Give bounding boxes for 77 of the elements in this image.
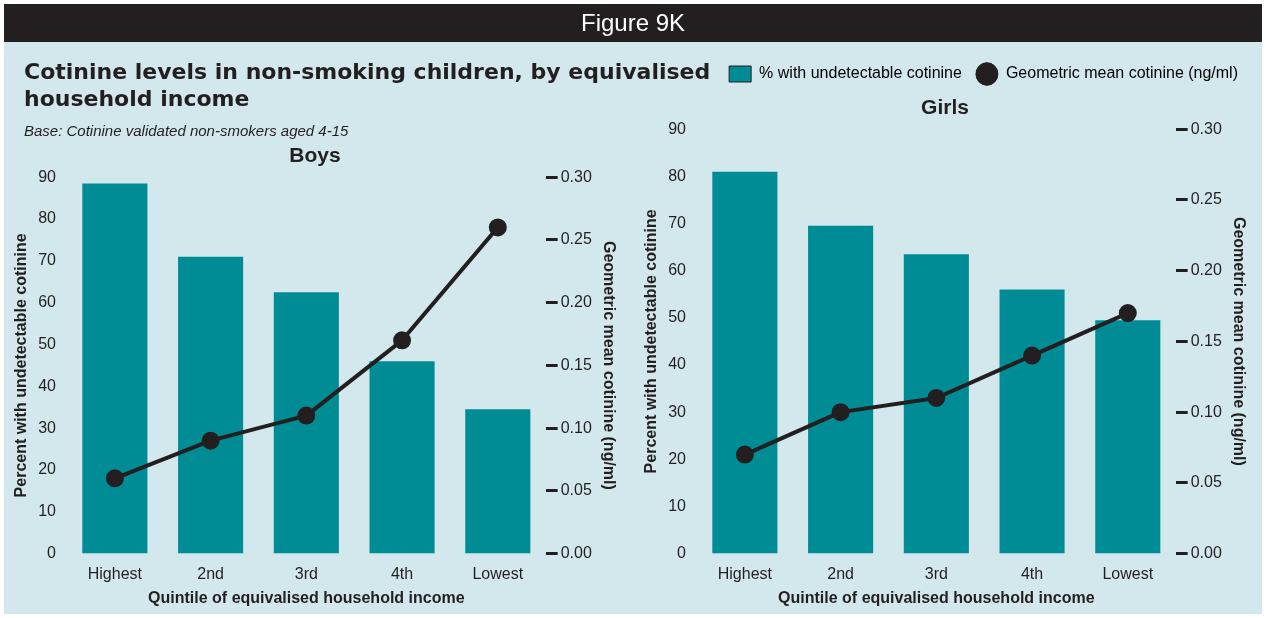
y-tick-label: 0 [677,544,687,562]
point [927,388,946,407]
y-tick-label: 30 [38,418,57,436]
y2-tick-label: 0.30 [560,167,592,185]
point [1023,346,1042,365]
x-axis-title: Quintile of equivalised household income [148,588,465,606]
x-tick-label: 3rd [294,564,318,582]
y2-tick-label: 0.30 [1190,119,1222,137]
x-tick-label: 4th [390,564,414,582]
bar [82,183,148,554]
point [831,403,850,422]
text: Cotinine levels in non-smoking children, by equivalised household income [24,59,711,111]
y2-tick-label: 0.20 [1190,261,1222,279]
y-tick-label: 10 [38,502,57,520]
bar [178,256,244,554]
y-axis-title: Percent with undetectable cotinine [642,209,660,474]
y-tick-label: 90 [38,167,57,185]
bar [999,289,1065,554]
y-tick-label: 60 [668,261,687,279]
bar [273,292,339,554]
point [488,218,507,237]
y-tick-label: 90 [668,119,687,137]
legend-label: Geometric mean cotinine (ng/ml) [1005,64,1239,82]
y-tick-label: 20 [38,460,57,478]
y-tick-label: 40 [668,355,687,373]
y-tick-label: 20 [668,449,687,467]
y-tick-label: 80 [668,166,687,184]
y-tick-label: 30 [668,402,687,420]
point [297,406,316,425]
y-axis-title: Percent with undetectable cotinine [12,233,30,498]
x-tick-label: Lowest [472,564,524,582]
bar [712,171,778,554]
x-tick-label: 3rd [924,564,948,582]
bar [465,409,531,554]
y2-tick-label: 0.25 [1190,190,1222,208]
y-tick-label: 80 [38,209,57,227]
y-tick-label: 70 [668,213,687,231]
y2-tick-label: 0.15 [560,355,592,373]
bar [808,225,874,554]
bar [1095,320,1161,554]
y-tick-label: 10 [668,496,687,514]
y2-tick-label: 0.05 [1190,473,1222,491]
point [735,445,754,464]
y-tick-label: 0 [47,544,57,562]
y-tick-label: 50 [38,334,57,352]
y2-tick-label: 0.00 [1190,544,1222,562]
y2-tick-label: 0.05 [560,481,592,499]
x-axis-title: Quintile of equivalised household income [778,588,1095,606]
x-tick-label: Highest [87,564,143,582]
y2-axis-title: Geometric mean cotinine (ng/ml) [600,240,618,490]
x-tick-label: 4th [1020,564,1044,582]
legend-label: % with undetectable cotinine [759,64,963,82]
text: Figure 9K [4,4,1262,42]
y-tick-label: 40 [38,376,57,394]
y2-tick-label: 0.00 [560,544,592,562]
y2-tick-label: 0.25 [560,230,592,248]
x-tick-label: 2nd [827,564,854,582]
chart-title: Boys [289,143,341,167]
x-tick-label: Lowest [1102,564,1154,582]
y-tick-label: 50 [668,308,687,326]
y2-axis-title: Geometric mean cotinine (ng/ml) [1230,216,1248,466]
y-tick-label: 60 [38,293,57,311]
bar [369,361,435,554]
point [201,431,220,450]
point [105,469,124,488]
chart-title: Girls [921,95,969,119]
text: Base: Cotinine validated non-smokers aged 4-15 [24,122,349,139]
y2-tick-label: 0.10 [1190,402,1222,420]
x-tick-label: 2nd [197,564,224,582]
bar [903,254,969,554]
y-tick-label: 70 [38,251,57,269]
y2-tick-label: 0.10 [560,418,592,436]
point [393,331,412,350]
x-tick-label: Highest [717,564,773,582]
y2-tick-label: 0.20 [560,293,592,311]
y2-tick-label: 0.15 [1190,331,1222,349]
point [1118,304,1137,323]
